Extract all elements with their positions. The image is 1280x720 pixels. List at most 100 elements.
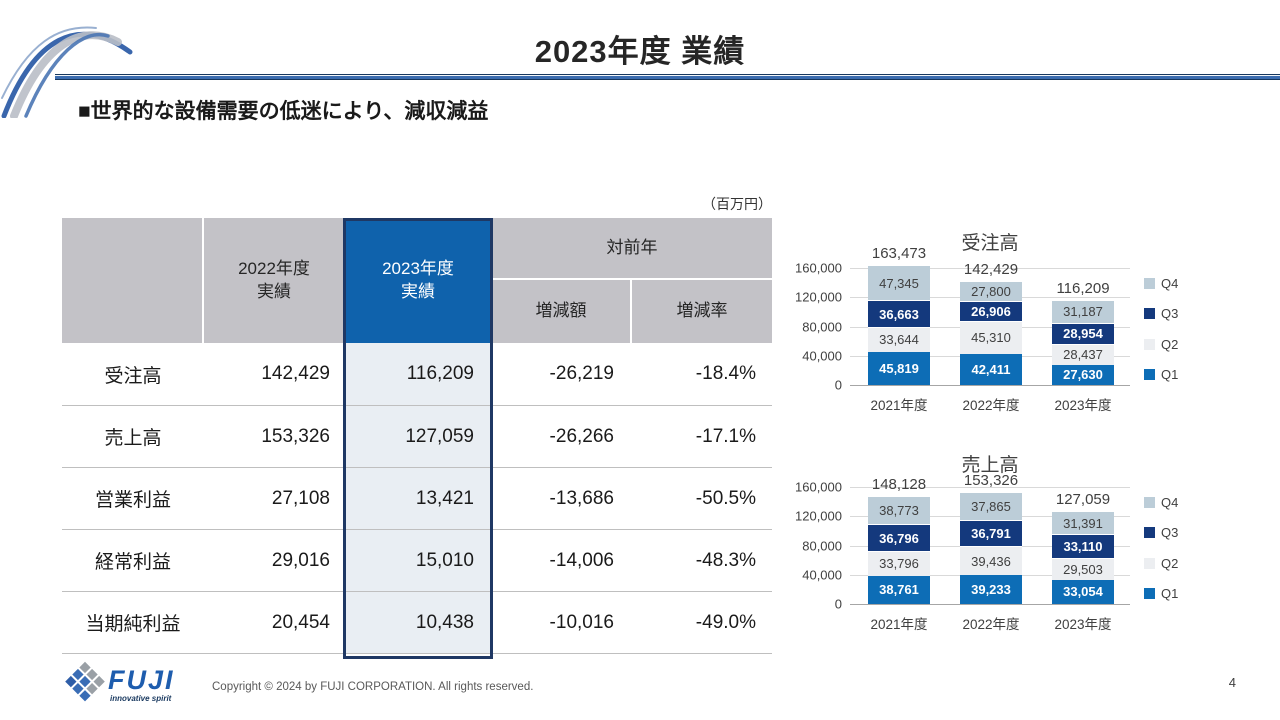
- table-cell-diff: -13,686: [549, 487, 614, 509]
- bar-total-label: 116,209: [1056, 280, 1110, 298]
- x-axis-baseline: [850, 604, 1130, 605]
- bar-segment-q1: 42,411: [960, 354, 1022, 385]
- bar-segment-q3: 36,796: [868, 524, 930, 551]
- table-cell-diff: -14,006: [549, 549, 614, 571]
- table-cell-diff: -26,266: [549, 425, 614, 447]
- legend-item-q3: Q3: [1144, 525, 1178, 540]
- legend-swatch-icon: [1144, 588, 1155, 600]
- bar-segment-q1: 45,819: [868, 351, 930, 385]
- table-cell-fy2022: 142,429: [261, 363, 330, 384]
- legend-swatch-icon: [1144, 338, 1155, 350]
- financial-table: 2022年度 実績 2023年度 実績 対前年 増減額 増減率 受注高 142,4…: [62, 218, 772, 660]
- bar-segment-q3: 36,663: [868, 300, 930, 327]
- table-cell-label: 経常利益: [94, 552, 171, 573]
- table-cell-label: 売上高: [104, 428, 162, 449]
- table-cell-fy2022: 27,108: [271, 487, 330, 509]
- legend-swatch-icon: [1144, 557, 1155, 569]
- bar-segment-q3: 26,906: [960, 301, 1022, 321]
- bar-segment-q1: 33,054: [1052, 579, 1114, 604]
- x-axis-category-label: 2021年度: [870, 398, 928, 413]
- bar-total-label: 148,128: [871, 475, 927, 493]
- chart-plot-area: 38,761 33,796 36,796 38,773 148,128 39,233 39,…: [850, 472, 1130, 605]
- table-row: 経常利益 29,016 15,010 -14,006 -48.3%: [62, 529, 772, 591]
- bar-segment-q2: 29,503: [1052, 558, 1114, 580]
- legend-swatch-icon: [1144, 497, 1155, 508]
- table-cell-fy2023: 127,059: [346, 406, 490, 467]
- table-row: 売上高 153,326 127,059 -26,266 -17.1%: [62, 405, 772, 467]
- legend-label: Q4: [1161, 276, 1179, 291]
- bar-segment-q2: 28,437: [1052, 344, 1114, 365]
- x-axis-category-label: 2023年度: [1054, 617, 1112, 632]
- page-title: 2023年度 業績: [534, 34, 746, 69]
- header-cell-diff: 増減額: [492, 280, 630, 343]
- x-axis-baseline: [850, 385, 1130, 386]
- y-axis-tick-label: 80,000: [802, 319, 842, 334]
- x-axis-category-label: 2022年度: [962, 398, 1020, 413]
- legend-item-q2: Q2: [1144, 337, 1178, 352]
- table-cell-fy2022: 29,016: [271, 549, 330, 571]
- slide-subtitle: ■世界的な設備需要の低迷により、減収減益: [78, 100, 489, 123]
- legend-item-q4: Q4: [1144, 276, 1178, 291]
- table-row: 当期純利益 20,454 10,438 -10,016 -49.0%: [62, 591, 772, 653]
- table-cell-fy2022: 153,326: [261, 425, 330, 447]
- chart-plot-area: 45,819 33,644 36,663 47,345 163,473 42,411 45,…: [850, 245, 1130, 386]
- bar-segment-q3: 36,791: [960, 519, 1022, 547]
- y-axis-tick-label: 40,000: [802, 348, 842, 364]
- header-cell-vs-prev: 対前年: [492, 218, 772, 278]
- copyright-text: Copyright © 2024 by FUJI CORPORATION. Al…: [212, 681, 534, 693]
- table-cell-fy2023: 116,209: [346, 343, 490, 405]
- legend-item-q1: Q1: [1144, 367, 1178, 382]
- table-cell-diff: -10,016: [549, 611, 614, 633]
- table-cell-label: 当期純利益: [85, 614, 181, 635]
- gridline: [850, 268, 1130, 269]
- fuji-logo-text: FUJI: [108, 665, 175, 695]
- table-cell-rate: -17.1%: [695, 425, 756, 447]
- orders-chart: 受注高 45,819 33,644 36,663 47,345 163,473 42,411…: [782, 226, 1212, 438]
- legend-label: Q3: [1161, 525, 1179, 541]
- chart-title: 売上高: [961, 455, 1019, 476]
- bar-segment-q2: 39,436: [960, 546, 1022, 576]
- table-row: 受注高 142,429 116,209 -26,219 -18.4%: [62, 343, 772, 405]
- gridline: [850, 487, 1130, 488]
- legend-label: Q2: [1161, 555, 1179, 571]
- table-header: 2022年度 実績 2023年度 実績 対前年 増減額 増減率: [62, 218, 772, 343]
- bar-segment-q3: 33,110: [1052, 534, 1114, 559]
- x-axis-category-label: 2023年度: [1054, 398, 1112, 413]
- header-cell-rate: 増減率: [632, 280, 772, 343]
- legend-label: Q4: [1161, 495, 1179, 510]
- table-cell-label: 受注高: [104, 365, 162, 387]
- table-cell-fy2022: 20,454: [271, 611, 330, 633]
- fuji-logo-diamonds-icon: [64, 661, 106, 704]
- y-axis-tick-label: 120,000: [795, 508, 842, 524]
- legend-item-q1: Q1: [1144, 586, 1178, 601]
- legend-label: Q1: [1161, 367, 1179, 383]
- title-divider: [55, 74, 1280, 80]
- bar-segment-q1: 39,233: [960, 575, 1022, 604]
- y-axis-tick-label: 160,000: [795, 479, 842, 495]
- table-cell-fy2023: 15,010: [346, 530, 490, 591]
- table-cell-label: 営業利益: [94, 490, 171, 511]
- y-axis-tick-label: 0: [834, 377, 842, 393]
- page-number: 4: [1228, 675, 1236, 690]
- header-swoosh-graphic: [1, 26, 133, 118]
- table-cell-rate: -48.3%: [695, 549, 756, 571]
- y-axis-tick-label: 160,000: [795, 260, 842, 276]
- legend-item-q3: Q3: [1144, 306, 1178, 321]
- bar-segment-q2: 33,796: [868, 550, 930, 576]
- table-cell-fy2023: 10,438: [346, 592, 490, 653]
- bar-segment-q4: 37,865: [960, 491, 1022, 520]
- table-cell-diff: -26,219: [549, 363, 614, 384]
- header-cell-fy2022: 2022年度 実績: [204, 218, 344, 343]
- table-unit-label: （百万円）: [702, 196, 772, 212]
- bar-total-label: 142,429: [963, 260, 1019, 278]
- legend-label: Q3: [1161, 306, 1179, 322]
- legend-item-q2: Q2: [1144, 556, 1178, 571]
- bar-total-label: 163,473: [871, 245, 927, 263]
- bar-segment-q2: 33,644: [868, 326, 930, 352]
- y-axis-tick-label: 0: [834, 596, 842, 612]
- legend-swatch-icon: [1144, 527, 1155, 539]
- legend-label: Q2: [1161, 336, 1179, 352]
- legend-swatch-icon: [1144, 369, 1155, 381]
- y-axis-tick-label: 40,000: [802, 567, 842, 583]
